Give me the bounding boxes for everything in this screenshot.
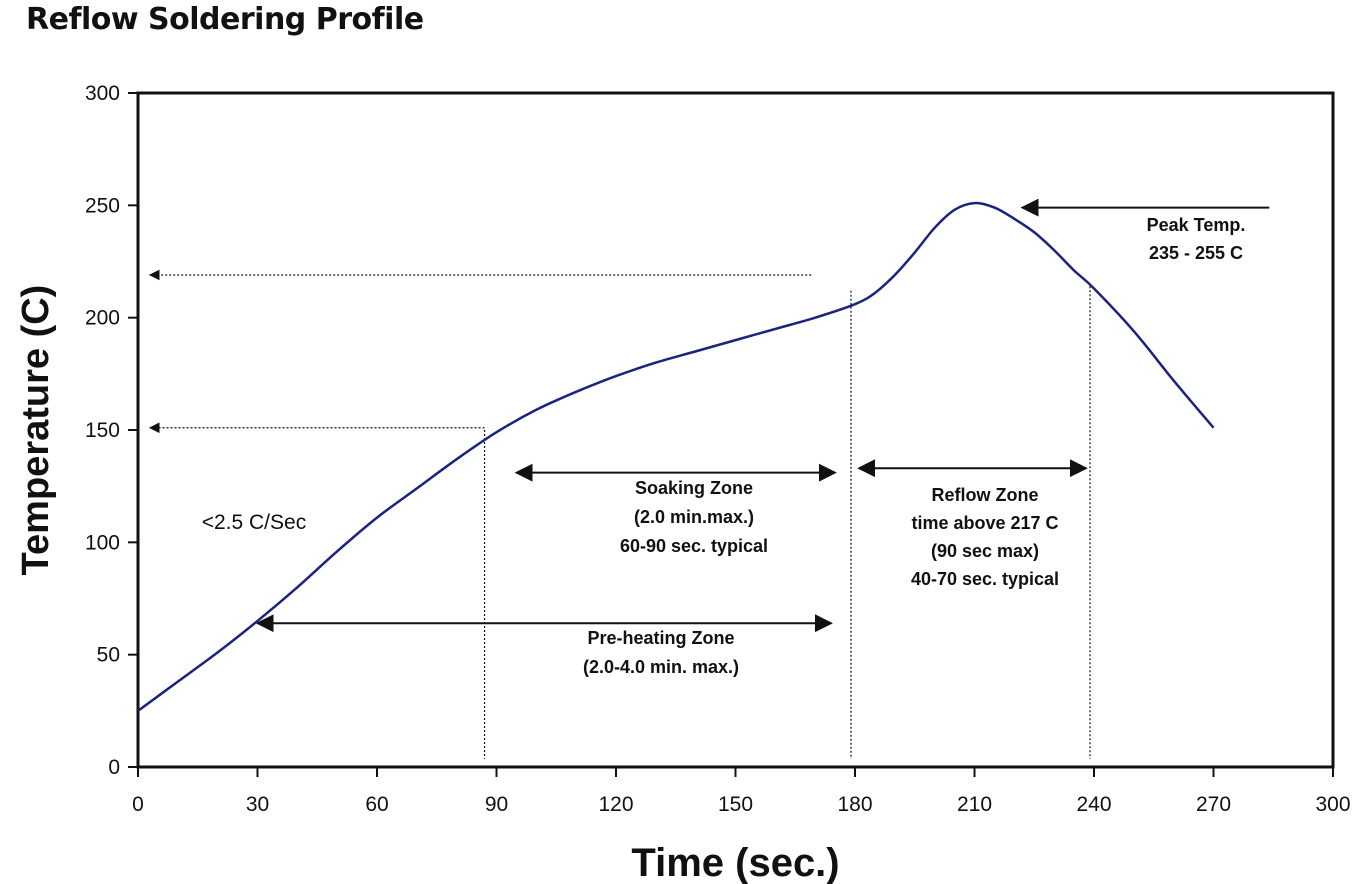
peak-temp-label: Peak Temp. xyxy=(1147,215,1246,235)
x-tick-label: 120 xyxy=(598,793,633,816)
y-tick-label: 150 xyxy=(85,419,120,442)
x-tick-label: 300 xyxy=(1315,793,1350,816)
y-tick-label: 250 xyxy=(85,194,120,217)
x-tick-label: 30 xyxy=(246,793,269,816)
reflow-zone-label: Reflow Zone xyxy=(932,485,1039,505)
y-tick-label: 300 xyxy=(85,82,120,105)
y-tick-label: 200 xyxy=(85,307,120,330)
preheating-zone-label: (2.0-4.0 min. max.) xyxy=(583,657,739,677)
peak-temp-label: 235 - 255 C xyxy=(1149,243,1243,263)
x-axis-title: Time (sec.) xyxy=(631,841,839,884)
y-tick-label: 0 xyxy=(108,756,120,779)
reflow-zone-label: (90 sec max) xyxy=(931,541,1039,561)
x-tick-label: 240 xyxy=(1076,793,1111,816)
preheating-zone-label: Pre-heating Zone xyxy=(587,628,734,648)
rate-annotation: <2.5 C/Sec xyxy=(202,511,306,534)
x-tick-label: 90 xyxy=(485,793,508,816)
y-axis-title: Temperature (C) xyxy=(15,285,57,576)
soaking-zone-label: 60-90 sec. typical xyxy=(620,536,768,556)
soaking-zone-label: (2.0 min.max.) xyxy=(634,507,754,527)
x-tick-label: 0 xyxy=(132,793,144,816)
soaking-zone-label: Soaking Zone xyxy=(635,478,753,498)
x-tick-label: 270 xyxy=(1196,793,1231,816)
y-tick-label: 100 xyxy=(85,531,120,554)
temperature-profile-line xyxy=(137,201,1215,712)
y-tick-label: 50 xyxy=(97,644,120,667)
reflow-zone-label: time above 217 C xyxy=(911,513,1058,533)
x-tick-label: 180 xyxy=(837,793,872,816)
x-tick-label: 150 xyxy=(718,793,753,816)
page-title: Reflow Soldering Profile xyxy=(26,2,424,37)
x-tick-label: 210 xyxy=(957,793,992,816)
x-tick-label: 60 xyxy=(365,793,388,816)
reflow-zone-label: 40-70 sec. typical xyxy=(911,569,1059,589)
